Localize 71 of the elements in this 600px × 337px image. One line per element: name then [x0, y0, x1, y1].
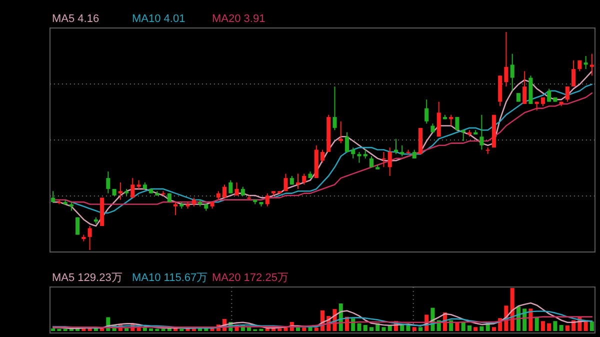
bar [174, 328, 178, 331]
candlestick [382, 151, 386, 168]
bar [590, 322, 594, 331]
candlestick [547, 88, 552, 102]
candlestick [449, 114, 454, 126]
bar [363, 324, 368, 331]
candlestick [228, 180, 233, 194]
bar [418, 327, 422, 331]
bar [547, 323, 552, 331]
candlestick [400, 144, 404, 157]
candlestick [455, 116, 460, 131]
bar [467, 325, 472, 331]
bar [406, 325, 410, 331]
bar [474, 327, 478, 331]
bar [540, 321, 545, 331]
candlestick [332, 86, 337, 131]
text: MA20 172.25万 [212, 272, 288, 284]
text: MA10 115.67万 [132, 272, 208, 284]
bar [265, 328, 270, 331]
bar [480, 326, 484, 331]
bar [455, 322, 460, 331]
candlestick [357, 151, 362, 164]
candlestick [522, 70, 527, 104]
candlestick [572, 60, 576, 87]
bar [100, 328, 104, 331]
candlestick [302, 173, 306, 186]
text: MA5 129.23万 [52, 272, 122, 284]
candlestick [480, 114, 484, 150]
bar [369, 327, 374, 331]
candlestick [296, 173, 300, 190]
text: MA20 3.91 [212, 13, 266, 25]
candlestick [584, 55, 588, 70]
candlestick [320, 149, 325, 164]
candlestick [106, 171, 110, 194]
candlestick [510, 53, 514, 92]
candlestick [436, 101, 441, 138]
candlestick [590, 53, 594, 76]
candlestick [388, 147, 392, 176]
candlestick [222, 184, 227, 198]
bar [357, 323, 362, 331]
candlestick [504, 32, 508, 87]
candlestick [130, 178, 135, 198]
bar [278, 328, 282, 331]
candlestick [565, 86, 570, 102]
bar [382, 327, 386, 331]
bar [149, 328, 154, 331]
candlestick [344, 132, 350, 152]
candlestick [174, 202, 178, 216]
candlestick [338, 120, 343, 144]
candlestick [88, 226, 92, 250]
candlestick [118, 182, 122, 200]
candlestick [284, 173, 288, 192]
bar [534, 316, 539, 331]
bar [204, 328, 208, 331]
bar [492, 327, 496, 331]
candlestick [351, 147, 356, 159]
bar [302, 328, 306, 331]
candlestick [394, 138, 398, 155]
candlestick [265, 192, 270, 207]
bar [296, 328, 300, 331]
bar [553, 321, 558, 331]
bar [565, 325, 570, 331]
text: MA10 4.01 [132, 13, 186, 25]
bar [94, 328, 98, 331]
candlestick [234, 182, 239, 196]
candlestick [461, 130, 466, 142]
candlestick [424, 99, 429, 124]
bar [559, 324, 564, 331]
bar [314, 328, 318, 331]
text: MA5 4.16 [52, 13, 100, 25]
bar [51, 328, 56, 331]
